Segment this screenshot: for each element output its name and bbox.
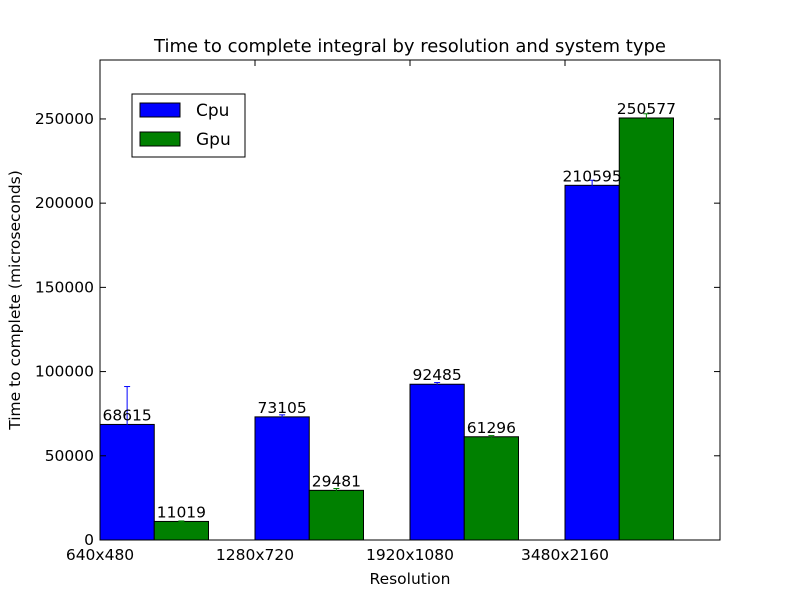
bar-cpu-1920x1080 xyxy=(409,383,465,541)
error-bar xyxy=(333,487,340,493)
data-label: 210595 xyxy=(563,167,622,185)
chart-title: Time to complete integral by resolution … xyxy=(153,36,666,57)
x-tick-label: 1920x1080 xyxy=(366,546,454,564)
bar-gpu-1280x720 xyxy=(308,489,364,541)
y-axis: 0 50000 100000 150000 200000 250000 xyxy=(35,110,720,549)
error-bars-layer xyxy=(124,113,650,523)
x-tick-label: 1280x720 xyxy=(216,546,294,564)
data-label: 73105 xyxy=(257,399,306,417)
data-labels-layer: 68615 73105 92485 210595 11019 29481 61296 2505… xyxy=(102,100,675,521)
x-tick-label: 3480x2160 xyxy=(521,546,609,564)
bar-cpu-3480x2160 xyxy=(564,184,620,541)
error-bar xyxy=(589,179,596,191)
x-axis-label: Resolution xyxy=(370,570,451,588)
x-tick-label: 640x480 xyxy=(66,546,134,564)
legend-label-cpu: Cpu xyxy=(196,101,229,121)
bar-gpu-640x480 xyxy=(153,520,209,541)
legend-label-gpu: Gpu xyxy=(196,130,231,150)
bars-layer xyxy=(99,117,674,541)
y-tick-label: 250000 xyxy=(35,110,94,128)
y-tick-label: 200000 xyxy=(35,194,94,212)
data-label: 92485 xyxy=(412,366,461,384)
legend-swatch-gpu xyxy=(139,131,181,147)
y-axis-label: Time to complete (microseconds) xyxy=(6,170,24,431)
y-tick-label: 100000 xyxy=(35,363,94,381)
bar-gpu-1920x1080 xyxy=(463,436,519,541)
legend: Cpu Gpu xyxy=(131,93,246,158)
y-tick-label: 0 xyxy=(84,531,94,549)
y-tick-label: 50000 xyxy=(45,447,94,465)
bar-cpu-1280x720 xyxy=(254,416,310,541)
x-axis: 640x480 1280x720 1920x1080 3480x2160 xyxy=(66,60,609,564)
data-label: 29481 xyxy=(312,472,361,490)
legend-swatch-cpu xyxy=(139,102,181,118)
bar-gpu-3480x2160 xyxy=(618,117,674,541)
data-label: 68615 xyxy=(102,406,151,424)
error-bar xyxy=(643,113,650,123)
data-label: 250577 xyxy=(617,100,676,118)
error-bar xyxy=(124,386,131,463)
error-bar xyxy=(488,435,495,439)
error-bar xyxy=(279,414,286,420)
data-label: 61296 xyxy=(467,419,516,437)
error-bar xyxy=(434,382,441,387)
data-label: 11019 xyxy=(157,503,206,521)
y-tick-label: 150000 xyxy=(35,278,94,296)
error-bar xyxy=(178,520,185,523)
